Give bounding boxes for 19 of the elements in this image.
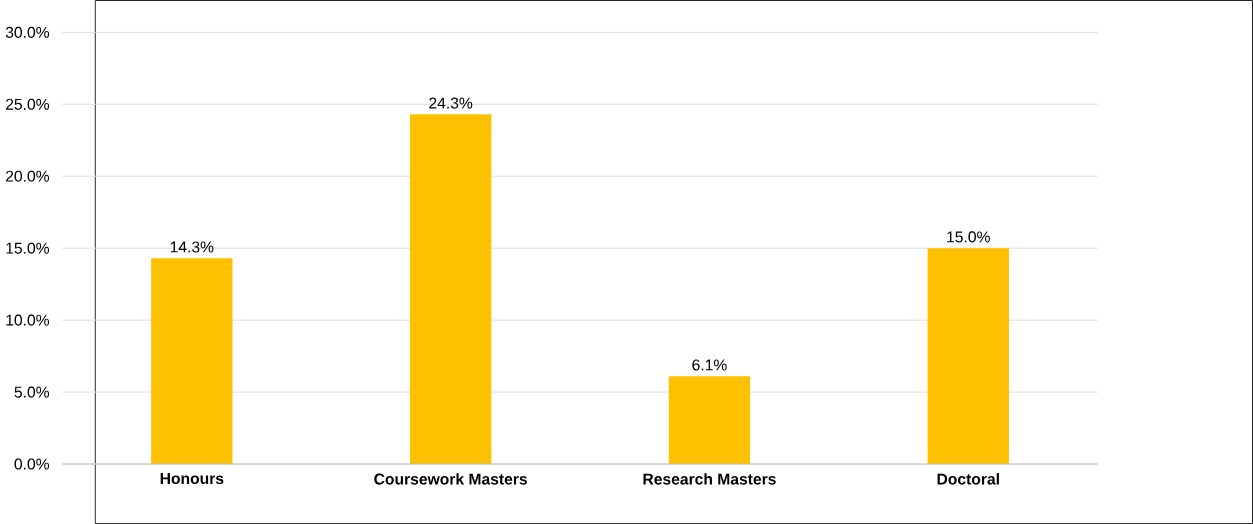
y-tick-label: 10.0% (6, 314, 50, 326)
data-label: 15.0% (947, 231, 990, 243)
y-tick-label: 30.0% (5, 26, 50, 38)
x-tick-label: Research Masters (643, 473, 776, 485)
y-tick-label: 25.0% (6, 98, 50, 110)
data-label: 6.1% (692, 359, 727, 371)
x-tick-label: Coursework Masters (374, 473, 527, 485)
bar (668, 376, 751, 464)
y-tick-label: 0.0% (14, 458, 50, 470)
x-tick-label: Doctoral (937, 473, 999, 485)
y-tick-label: 15.0% (6, 242, 50, 254)
data-label: 24.3% (429, 97, 473, 109)
y-tick-label: 20.0% (6, 170, 50, 182)
data-label: 14.3% (170, 241, 214, 253)
bar (151, 258, 233, 464)
bar (927, 248, 1009, 464)
x-tick-label: Honours (160, 473, 224, 485)
y-tick-label: 5.0% (14, 386, 50, 398)
bar (409, 114, 492, 464)
